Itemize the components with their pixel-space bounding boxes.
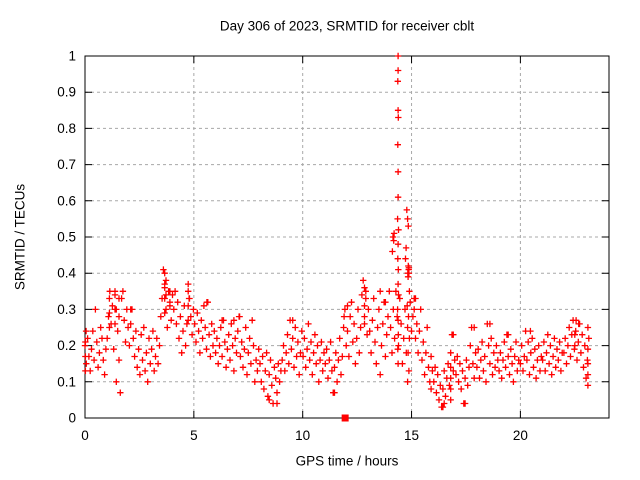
grid-lines xyxy=(85,56,609,418)
y-tick-label: 0.4 xyxy=(57,266,76,281)
chart-title: Day 306 of 2023, SRMTID for receiver cbl… xyxy=(219,18,475,34)
axis-ticks xyxy=(84,55,609,419)
x-tick-label: 20 xyxy=(513,428,528,443)
x-tick-label: 5 xyxy=(190,428,198,443)
y-tick-label: 0.9 xyxy=(57,85,76,100)
y-tick-label: 1 xyxy=(68,49,76,64)
y-tick-label: 0.2 xyxy=(57,338,76,353)
y-tick-label: 0 xyxy=(68,411,76,426)
y-tick-label: 0.5 xyxy=(57,230,76,245)
zero-marker xyxy=(341,414,349,422)
x-tick-label: 0 xyxy=(81,428,89,443)
y-tick-label: 0.7 xyxy=(57,157,76,172)
y-tick-label: 0.6 xyxy=(57,193,76,208)
y-tick-label: 0.3 xyxy=(57,302,76,317)
y-tick-label: 0.8 xyxy=(57,121,76,136)
y-tick-label: 0.1 xyxy=(57,374,76,389)
x-axis-title: GPS time / hours xyxy=(295,453,399,469)
x-tick-label: 15 xyxy=(404,428,419,443)
data-points xyxy=(81,52,592,411)
x-tick-label: 10 xyxy=(295,428,310,443)
